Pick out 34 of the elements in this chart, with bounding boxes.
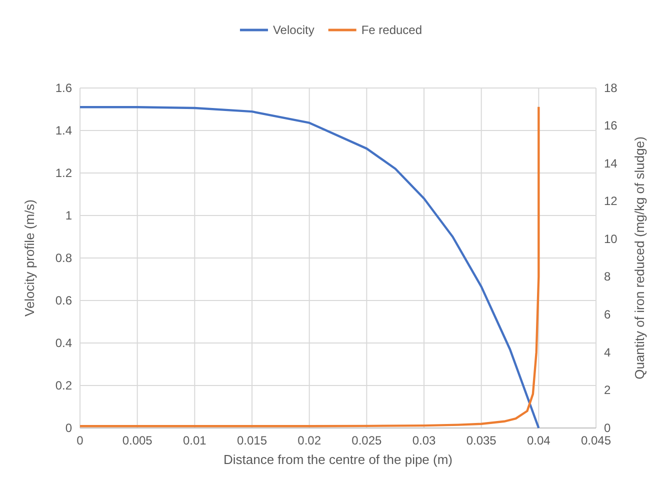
y2-tick-label: 18 [604, 80, 618, 95]
x-tick-label: 0 [76, 434, 84, 448]
x-tick-label: 0.03 [412, 434, 436, 448]
legend-label: Velocity [272, 23, 314, 37]
legend-label: Fe reduced [361, 23, 422, 37]
y-tick-label: 0.2 [55, 378, 72, 392]
y2-tick-label: 0 [604, 420, 611, 435]
y2-tick-label: 2 [604, 383, 611, 398]
x-tick-label: 0.015 [236, 434, 268, 448]
y-tick-label: 0.8 [55, 250, 72, 265]
x-tick-label: 0.035 [466, 434, 497, 448]
y-axis-title: Velocity profile (m/s) [22, 199, 37, 317]
y2-axis-title: Quantity of iron reduced (mg/kg of sludge) [632, 136, 647, 380]
y2-tick-label: 16 [604, 118, 618, 133]
x-tick-label: 0.01 [182, 434, 207, 448]
y-tick-label: 1.6 [55, 80, 72, 95]
x-tick-label: 0.04 [526, 434, 551, 448]
x-tick-label: 0.02 [298, 434, 322, 448]
y2-tick-label: 4 [604, 345, 611, 360]
y-tick-label: 1 [65, 208, 72, 222]
x-tick-label: 0.005 [122, 434, 153, 448]
y2-tick-label: 8 [604, 270, 611, 284]
y-tick-label: 1.2 [55, 166, 72, 180]
x-axis-title: Distance from the centre of the pipe (m) [223, 452, 453, 467]
y-tick-label: 1.4 [55, 123, 72, 138]
x-tick-label: 0.045 [580, 434, 612, 448]
x-tick-label: 0.025 [352, 434, 382, 448]
y-tick-label: 0.6 [55, 293, 72, 308]
y-tick-label: 0 [65, 420, 72, 435]
y2-tick-label: 12 [604, 194, 618, 208]
y2-tick-label: 14 [604, 156, 618, 170]
y2-tick-label: 10 [604, 232, 618, 246]
y2-tick-label: 6 [604, 308, 611, 322]
y-tick-label: 0.4 [55, 336, 72, 350]
